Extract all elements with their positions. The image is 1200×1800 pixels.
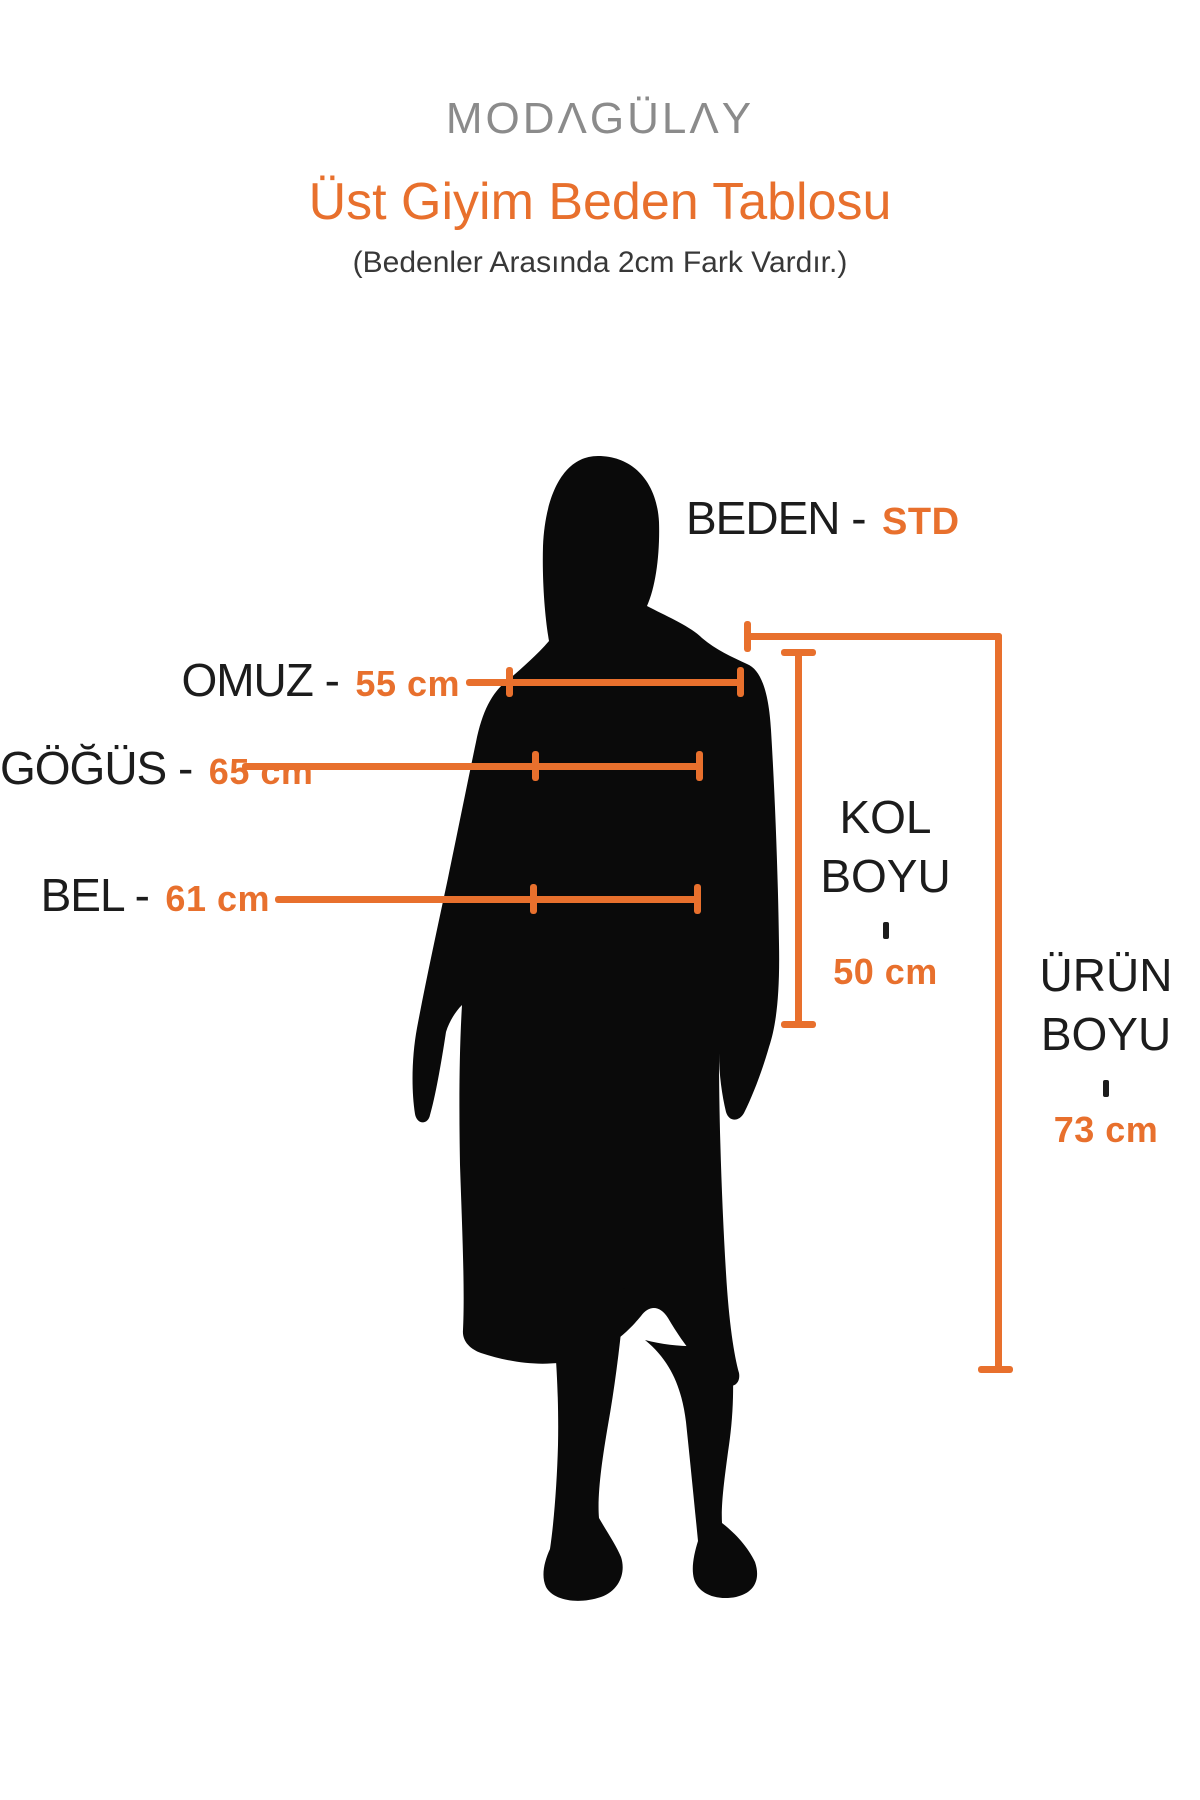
silhouette-right-leg — [645, 1340, 758, 1599]
size-label: BEDEN - — [686, 492, 867, 544]
bel-tick-left — [530, 884, 537, 914]
urun-boyu-cap-bottom — [978, 1366, 1013, 1373]
omuz-label: OMUZ - — [181, 654, 340, 706]
gogus-tick-right — [696, 751, 703, 781]
bel-value: 61 cm — [165, 878, 270, 919]
gogus-tick-left — [532, 751, 539, 781]
urun-boyu-measure-line — [995, 633, 1002, 1373]
urun-boyu-label-line1: ÜRÜN — [1039, 949, 1173, 1001]
silhouette-left-leg — [543, 1288, 625, 1601]
kol-boyu-value: 50 cm — [833, 950, 938, 992]
silhouette-body — [412, 456, 780, 1387]
size-label-row: BEDEN - STD — [686, 495, 960, 541]
measurement-block-kol-boyu: KOL BOYU 50 cm — [808, 788, 963, 995]
gogus-measure-line — [242, 763, 703, 770]
kol-boyu-label-line1: KOL — [839, 791, 932, 843]
bel-measure-line — [275, 896, 701, 903]
gogus-label: GÖĞÜS - — [0, 742, 193, 794]
kol-boyu-cap-bottom — [781, 1021, 816, 1028]
omuz-tick-left — [506, 667, 513, 697]
omuz-measure-line — [466, 679, 744, 686]
page-subtitle: (Bedenler Arasında 2cm Fark Vardır.) — [352, 246, 848, 279]
gogus-value: 65 cm — [208, 751, 314, 792]
page-title: Üst Giyim Beden Tablosu — [308, 173, 892, 231]
measurement-block-urun-boyu: ÜRÜN BOYU 73 cm — [1026, 946, 1186, 1153]
omuz-tick-right — [737, 667, 744, 697]
urun-boyu-tick-left — [744, 621, 751, 652]
kol-boyu-label-line2: BOYU — [820, 849, 951, 902]
measurement-row-omuz: OMUZ - 55 cm — [0, 657, 460, 703]
bel-label: BEL - — [40, 869, 150, 921]
urun-boyu-label-line2: BOYU — [1040, 1007, 1172, 1060]
urun-boyu-top-line — [748, 633, 1002, 640]
kol-boyu-measure-line — [795, 651, 802, 1028]
bel-tick-right — [694, 884, 701, 914]
omuz-value: 55 cm — [355, 663, 460, 704]
kol-boyu-separator-tick — [882, 921, 889, 939]
measurement-row-gogus: GÖĞÜS - 65 cm — [0, 742, 313, 794]
size-value: STD — [882, 501, 960, 543]
measurement-row-bel: BEL - 61 cm — [0, 872, 270, 918]
kol-boyu-cap-top — [781, 649, 816, 656]
brand-logo: MODΛGÜLΛY — [445, 94, 755, 143]
urun-boyu-value: 73 cm — [1053, 1108, 1159, 1150]
urun-boyu-separator-tick — [1103, 1079, 1109, 1097]
